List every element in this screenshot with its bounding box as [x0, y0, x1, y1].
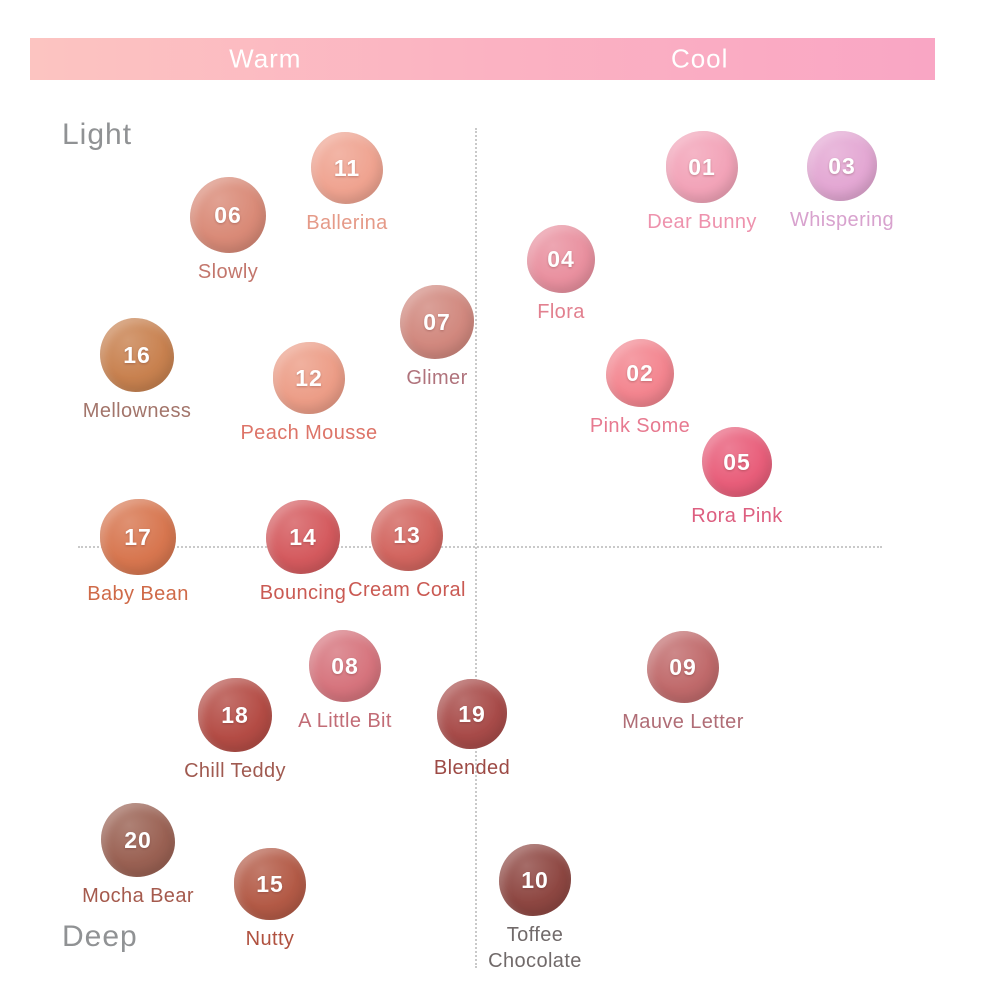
- shade-number: 18: [221, 701, 249, 728]
- shade-swatch-19: 19: [437, 679, 507, 749]
- shade-swatch-15: 15: [234, 848, 306, 920]
- shade-name-label: Ballerina: [306, 212, 388, 234]
- shade-name-label: Toffee Chocolate: [488, 924, 582, 972]
- shade-number: 03: [828, 152, 856, 179]
- shade-name-label: Whispering: [789, 209, 895, 231]
- shade-swatch-11: 11: [311, 132, 383, 204]
- shade-swatch-02: 02: [606, 339, 674, 407]
- shade-number: 05: [723, 448, 751, 475]
- cool-axis-label: Cool: [670, 43, 729, 74]
- shade-number: 04: [547, 245, 575, 272]
- shade-swatch-20: 20: [101, 803, 175, 877]
- deep-axis-label: Deep: [62, 920, 138, 953]
- shade-name-label: Blended: [433, 757, 511, 779]
- shade-swatch-08: 08: [309, 630, 381, 702]
- shade-name-label: Chill Teddy: [184, 760, 286, 782]
- shade-number: 17: [124, 523, 152, 550]
- shade-name-label: Slowly: [197, 261, 259, 283]
- shade-swatch-01: 01: [666, 131, 738, 203]
- shade-name-label: Mocha Bear: [82, 885, 194, 907]
- shade-number: 09: [669, 653, 697, 680]
- shade-name-label: Dear Bunny: [647, 211, 757, 233]
- shade-number: 02: [626, 359, 654, 386]
- shade-number: 15: [256, 870, 284, 897]
- shade-name-label: Nutty: [245, 928, 295, 950]
- shade-number: 01: [688, 153, 716, 180]
- shade-swatch-14: 14: [266, 500, 340, 574]
- shade-number: 07: [423, 308, 451, 335]
- shade-swatch-17: 17: [100, 499, 176, 575]
- shade-swatch-07: 07: [400, 285, 474, 359]
- shade-number: 16: [123, 341, 151, 368]
- shade-number: 14: [289, 523, 317, 550]
- shade-number: 10: [521, 866, 549, 893]
- warm-cool-banner: Warm Cool: [30, 38, 935, 80]
- shade-name-label: Glimer: [406, 367, 468, 389]
- shade-name-label: A Little Bit: [298, 710, 392, 732]
- shade-number: 20: [124, 826, 152, 853]
- shade-name-label: Rora Pink: [691, 505, 783, 527]
- shade-name-label: Peach Mousse: [240, 422, 378, 444]
- shade-name-label: Mellowness: [82, 400, 192, 422]
- shade-name-label: Pink Some: [589, 415, 691, 437]
- shade-swatch-03: 03: [807, 131, 877, 201]
- light-axis-label: Light: [62, 118, 133, 151]
- shade-number: 06: [214, 201, 242, 228]
- shade-swatch-05: 05: [702, 427, 772, 497]
- shade-number: 11: [333, 154, 361, 181]
- shade-number: 13: [393, 521, 421, 548]
- horizontal-axis-dotted-line: [78, 546, 882, 548]
- shade-swatch-06: 06: [190, 177, 266, 253]
- vertical-axis-dotted-line: [475, 128, 477, 968]
- shade-swatch-04: 04: [527, 225, 595, 293]
- shade-name-label: Mauve Letter: [622, 711, 744, 733]
- shade-swatch-12: 12: [273, 342, 345, 414]
- shade-swatch-13: 13: [371, 499, 443, 571]
- warm-axis-label: Warm: [229, 43, 302, 74]
- shade-name-label: Flora: [537, 301, 585, 323]
- shade-swatch-16: 16: [100, 318, 174, 392]
- shade-name-label: Bouncing: [259, 582, 347, 604]
- shade-name-label: Cream Coral: [348, 579, 466, 601]
- shade-swatch-09: 09: [647, 631, 719, 703]
- shade-swatch-18: 18: [198, 678, 272, 752]
- shade-swatch-10: 10: [499, 844, 571, 916]
- shade-name-label: Baby Bean: [87, 583, 189, 605]
- shade-number: 19: [458, 700, 486, 727]
- shade-number: 12: [295, 364, 323, 391]
- shade-number: 08: [331, 652, 359, 679]
